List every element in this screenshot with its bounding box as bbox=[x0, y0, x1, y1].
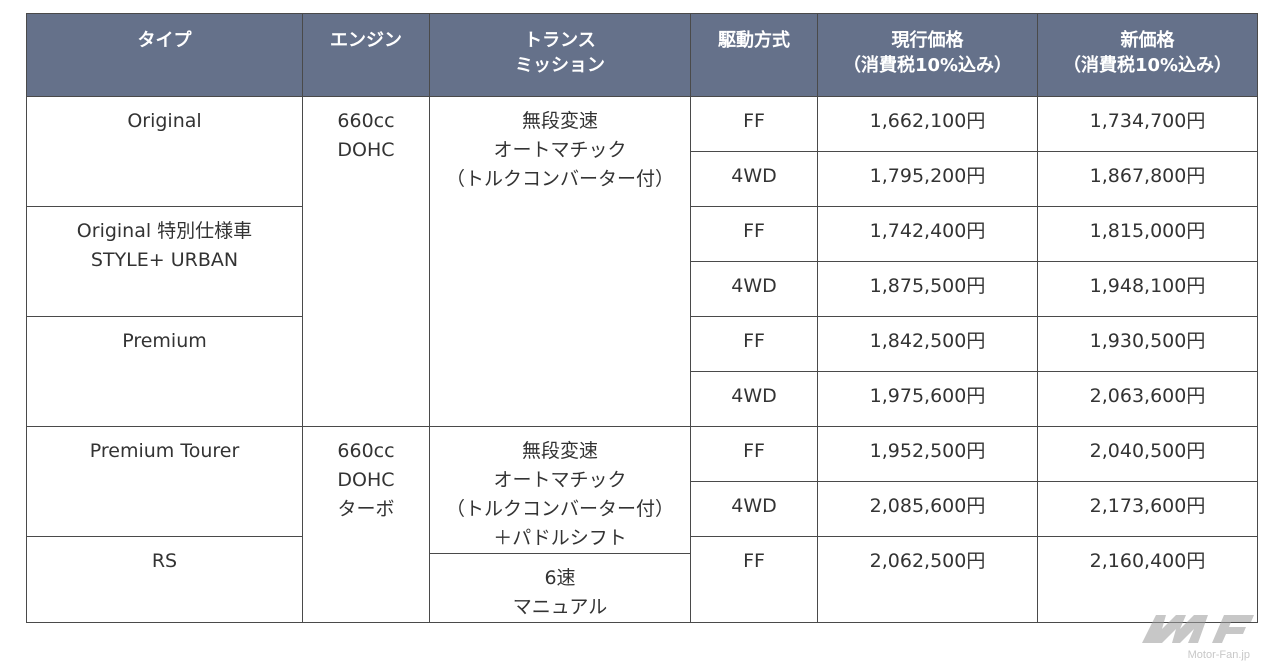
text-line: Premium bbox=[122, 330, 207, 352]
new-price-cell: 1,948,100円 bbox=[1037, 261, 1258, 317]
new-price-cell: 2,063,600円 bbox=[1037, 371, 1258, 427]
text-line: トランス bbox=[524, 30, 596, 51]
table-row: 6速マニュアル bbox=[27, 553, 1258, 623]
transmission-cell-mt: 6速マニュアル bbox=[429, 553, 691, 623]
drive-cell: 4WD bbox=[690, 371, 818, 427]
transmission-cell-cvt-paddle: 無段変速オートマチック （トルクコンバーター付） ＋パドルシフト bbox=[429, 426, 691, 554]
text-line: STYLE+ URBAN bbox=[90, 249, 239, 271]
new-price-cell: 2,160,400円 bbox=[1037, 536, 1258, 623]
transmission-cell-cvt: 無段変速オートマチック （トルクコンバーター付） bbox=[429, 96, 691, 427]
engine-cell-na: 660cc DOHC bbox=[302, 96, 430, 427]
header-new-price: 新価格 （消費税10%込み） bbox=[1037, 13, 1258, 97]
drive-cell: FF bbox=[690, 426, 818, 482]
new-price-cell: 1,867,800円 bbox=[1037, 151, 1258, 207]
current-price-cell: 1,742,400円 bbox=[817, 206, 1038, 262]
new-price-cell: 1,930,500円 bbox=[1037, 316, 1258, 372]
header-drive: 駆動方式 bbox=[690, 13, 818, 97]
type-cell-original-special: Original 特別仕様車 STYLE+ URBAN bbox=[26, 206, 303, 317]
text-line: オートマチック bbox=[493, 469, 627, 491]
header-type: タイプ bbox=[26, 13, 303, 97]
logo-mark bbox=[1142, 615, 1208, 643]
table-row: Original 660cc DOHC 無段変速オートマチック （トルクコンバーター… bbox=[26, 96, 1258, 427]
text-line: DOHC bbox=[337, 469, 395, 491]
current-price-cell: 2,085,600円 bbox=[817, 481, 1038, 537]
table-row: 4WD 2,085,600円 2,173,600円 bbox=[27, 481, 1258, 537]
current-price-cell: 1,795,200円 bbox=[817, 151, 1038, 207]
text-line: ターボ bbox=[337, 498, 395, 520]
type-cell-original: Original bbox=[26, 96, 303, 207]
type-cell-premium: Premium bbox=[26, 316, 303, 427]
text-line: RS bbox=[151, 550, 178, 572]
current-price-cell: 1,952,500円 bbox=[817, 426, 1038, 482]
header-transmission: トランス ミッション bbox=[429, 13, 691, 97]
current-price-cell: 1,842,500円 bbox=[817, 316, 1038, 372]
text-line: （トルクコンバーター付） bbox=[445, 168, 674, 190]
text-line: 無段変速 bbox=[521, 440, 598, 462]
text-line: DOHC bbox=[337, 139, 395, 161]
drive-cell: FF bbox=[690, 206, 818, 262]
drive-cell: 4WD bbox=[690, 151, 818, 207]
current-price-cell: 1,875,500円 bbox=[817, 261, 1038, 317]
drive-cell: FF bbox=[690, 96, 818, 152]
table-row: Premium Tourer 660cc DOHC ターボ 無段変速オートマチック （… bbox=[26, 426, 1258, 623]
text-line: 660cc bbox=[337, 110, 395, 132]
table-row: 4WD 1,795,200円 1,867,800円 bbox=[27, 151, 1258, 207]
price-table: タイプ エンジン トランスミッション 駆動方式 現行価格 （消費税10%込み） 新… bbox=[26, 13, 1258, 623]
engine-cell-turbo: 660cc DOHC ターボ bbox=[302, 426, 430, 623]
text-line: 660cc bbox=[337, 440, 395, 462]
drive-cell: FF bbox=[690, 536, 818, 623]
logo-mark-f bbox=[1212, 615, 1254, 643]
new-price-cell: 1,734,700円 bbox=[1037, 96, 1258, 152]
text-line: エンジン bbox=[330, 30, 402, 51]
text-line: 駆動方式 bbox=[718, 30, 790, 51]
text-line: 無段変速 bbox=[521, 110, 598, 132]
logo-text: Motor-Fan.jp bbox=[1188, 649, 1250, 661]
text-line: オートマチック bbox=[493, 139, 627, 161]
header-engine: エンジン bbox=[302, 13, 430, 97]
type-cell-premium-tourer: Premium Tourer bbox=[26, 426, 303, 537]
motor-fan-logo: Motor-Fan.jp bbox=[1142, 615, 1254, 661]
header-current-price: 現行価格 （消費税10%込み） bbox=[817, 13, 1038, 97]
table-row: RS FF 2,062,500円 2,160,400円 bbox=[26, 536, 1258, 623]
text-line: 新価格 bbox=[1120, 30, 1175, 51]
new-price-cell: 2,040,500円 bbox=[1037, 426, 1258, 482]
text-line: Original 特別仕様車 bbox=[76, 220, 253, 242]
current-price-cell: 2,062,500円 bbox=[817, 536, 1038, 623]
text-line: Original bbox=[127, 110, 202, 132]
drive-cell: 4WD bbox=[690, 481, 818, 537]
text-line: 現行価格 bbox=[891, 30, 964, 51]
drive-cell: 4WD bbox=[690, 261, 818, 317]
text-line: ＋パドルシフト bbox=[493, 527, 627, 549]
text-line: （消費税10%込み） bbox=[842, 55, 1013, 76]
text-line: Premium Tourer bbox=[89, 440, 240, 462]
table-row: Original 特別仕様車 STYLE+ URBAN FF 1,742,400円… bbox=[26, 206, 1258, 317]
new-price-cell: 1,815,000円 bbox=[1037, 206, 1258, 262]
text-line: 6速 bbox=[544, 567, 576, 589]
text-line: （トルクコンバーター付） bbox=[445, 498, 674, 520]
text-line: マニュアル bbox=[512, 596, 608, 618]
type-cell-rs: RS bbox=[26, 536, 303, 623]
new-price-cell: 2,173,600円 bbox=[1037, 481, 1258, 537]
current-price-cell: 1,975,600円 bbox=[817, 371, 1038, 427]
drive-cell: FF bbox=[690, 316, 818, 372]
text-line: ミッション bbox=[515, 55, 605, 76]
table-row: 4WD 1,975,600円 2,063,600円 bbox=[27, 371, 1258, 427]
header-row: タイプ エンジン トランスミッション 駆動方式 現行価格 （消費税10%込み） 新… bbox=[26, 13, 1258, 97]
text-line: タイプ bbox=[137, 30, 192, 51]
text-line: （消費税10%込み） bbox=[1062, 55, 1233, 76]
current-price-cell: 1,662,100円 bbox=[817, 96, 1038, 152]
